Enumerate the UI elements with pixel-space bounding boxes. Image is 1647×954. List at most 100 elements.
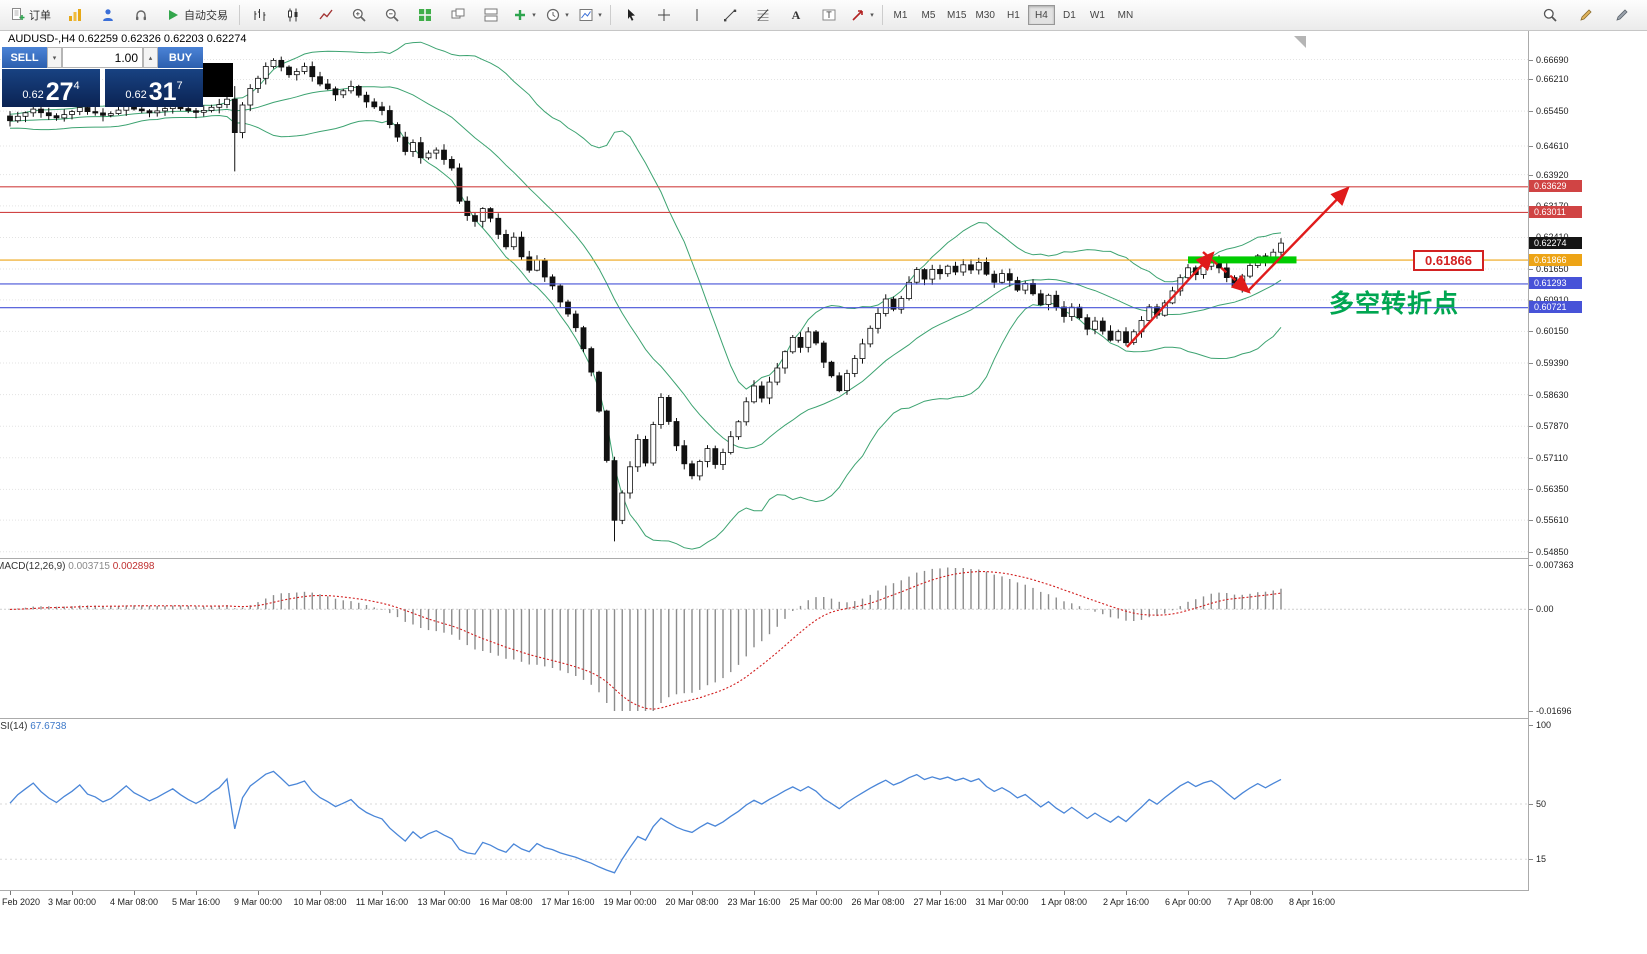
time-axis[interactable]: Feb 2020 3 Mar 00:00 4 Mar 08:00 5 Mar 16:0… bbox=[0, 891, 1647, 954]
zoom-out-button[interactable] bbox=[376, 2, 408, 28]
periods-button[interactable]: ▾ bbox=[541, 2, 573, 28]
tmark bbox=[1312, 891, 1313, 895]
tmark bbox=[320, 891, 321, 895]
pencil-icon bbox=[1580, 9, 1592, 21]
tlabel: 4 Mar 08:00 bbox=[109, 897, 159, 907]
text-icon: A bbox=[792, 8, 801, 22]
bar-chart-mode-button[interactable] bbox=[244, 2, 276, 28]
macd-panel[interactable]: MACD(12,26,9) 0.003715 0.002898 bbox=[0, 559, 1647, 717]
amark bbox=[1529, 363, 1533, 364]
fibonacci-tool-button[interactable] bbox=[747, 2, 779, 28]
tlabel: 1 Apr 08:00 bbox=[1040, 897, 1088, 907]
symbol-info: AUDUSD-,H4 0.62259 0.62326 0.62203 0.622… bbox=[8, 33, 247, 45]
tile-windows-button[interactable] bbox=[409, 2, 441, 28]
tf-m15-button[interactable]: M15 bbox=[943, 5, 970, 25]
buy-button[interactable]: BUY bbox=[158, 47, 203, 68]
tmark bbox=[754, 891, 755, 895]
tf-h4-button[interactable]: H4 bbox=[1027, 5, 1055, 25]
atick: 0.60150 bbox=[1536, 326, 1569, 337]
svg-text:T: T bbox=[826, 10, 832, 20]
zoom-out-icon bbox=[385, 8, 399, 22]
tf-w1-button[interactable]: W1 bbox=[1084, 5, 1111, 25]
price-chart-panel[interactable]: AUDUSD-,H4 0.62259 0.62326 0.62203 0.622… bbox=[0, 30, 1647, 558]
autotrading-button[interactable]: 自动交易 bbox=[158, 2, 235, 28]
rsi-panel[interactable]: RSI(14) 67.6738 bbox=[0, 719, 1647, 889]
tf-mn-button[interactable]: MN bbox=[1112, 5, 1139, 25]
sell-button[interactable]: SELL bbox=[2, 47, 47, 68]
atag: 0.63629 bbox=[1529, 180, 1582, 193]
atick: 0.54850 bbox=[1536, 546, 1569, 557]
trendline-tool-button[interactable] bbox=[714, 2, 746, 28]
volume-stepper[interactable]: ▴ bbox=[143, 47, 158, 68]
bollinger-bands bbox=[9, 41, 1282, 550]
template-icon bbox=[579, 9, 593, 21]
pen-icon bbox=[1616, 9, 1628, 21]
atick: 0.007363 bbox=[1536, 560, 1574, 570]
arrows-tool-button[interactable]: ▾ bbox=[846, 2, 878, 28]
atick: 15 bbox=[1536, 854, 1547, 865]
atick: 0.61650 bbox=[1536, 264, 1569, 275]
buy-price-button[interactable]: 0.62 31 7 bbox=[105, 69, 203, 107]
volume-input[interactable]: 1.00 bbox=[62, 47, 143, 68]
atick: 0.55610 bbox=[1536, 515, 1569, 526]
sell-price-button[interactable]: 0.62 27 4 bbox=[2, 69, 100, 107]
tlabel: 17 Mar 16:00 bbox=[541, 897, 595, 907]
tmark bbox=[816, 891, 817, 895]
amark bbox=[1529, 804, 1533, 805]
search-button[interactable] bbox=[1534, 2, 1566, 28]
rsi-name: RSI(14) bbox=[0, 721, 28, 732]
crosshair-icon bbox=[658, 9, 670, 21]
line-chart-mode-button[interactable] bbox=[310, 2, 342, 28]
indicators-button[interactable]: ▾ bbox=[508, 2, 540, 28]
text-tool-button[interactable]: A bbox=[780, 2, 812, 28]
tmark bbox=[10, 891, 11, 895]
tf-m5-button[interactable]: M5 bbox=[915, 5, 942, 25]
tf-m30-button[interactable]: M30 bbox=[971, 5, 998, 25]
tlabel: 26 Mar 08:00 bbox=[851, 897, 905, 907]
price-chart-svg[interactable] bbox=[0, 30, 1647, 558]
panel-separator[interactable] bbox=[0, 558, 1647, 559]
cascade-windows-button[interactable] bbox=[442, 2, 474, 28]
crosshair-tool-button[interactable] bbox=[648, 2, 680, 28]
atick: -0.01696 bbox=[1536, 706, 1572, 716]
turning-point-annotation[interactable]: 多空转折点 bbox=[1329, 290, 1460, 318]
sell-price-big: 27 bbox=[45, 78, 74, 106]
stack-windows-button[interactable] bbox=[475, 2, 507, 28]
toolbar-right-group bbox=[1534, 2, 1644, 28]
sell-dropdown[interactable]: ▾ bbox=[47, 47, 62, 68]
search-icon bbox=[1543, 8, 1557, 22]
vertical-line-tool-button[interactable] bbox=[681, 2, 713, 28]
templates-button[interactable]: ▾ bbox=[574, 2, 606, 28]
tmark bbox=[940, 891, 941, 895]
tlabel: 31 Mar 00:00 bbox=[975, 897, 1029, 907]
cursor-tool-button[interactable] bbox=[615, 2, 647, 28]
tmark bbox=[1126, 891, 1127, 895]
black-overlay-box bbox=[203, 63, 233, 97]
tlabel: 11 Mar 16:00 bbox=[355, 897, 409, 907]
amark bbox=[1529, 426, 1533, 428]
edit-button[interactable] bbox=[1570, 2, 1602, 28]
market-watch-button[interactable] bbox=[59, 2, 91, 28]
amark bbox=[1529, 609, 1533, 611]
panel-separator[interactable] bbox=[0, 718, 1647, 719]
tmark bbox=[134, 891, 135, 895]
tf-h1-button[interactable]: H1 bbox=[1000, 5, 1027, 25]
zoom-in-icon bbox=[352, 8, 366, 22]
panel-separator[interactable] bbox=[0, 890, 1647, 891]
zoom-in-button[interactable] bbox=[343, 2, 375, 28]
tmark bbox=[692, 891, 693, 895]
navigator-button[interactable] bbox=[92, 2, 124, 28]
pen-button[interactable] bbox=[1606, 2, 1638, 28]
candle-chart-mode-button[interactable] bbox=[277, 2, 309, 28]
text-label-tool-button[interactable]: T bbox=[813, 2, 845, 28]
amark bbox=[1529, 111, 1533, 113]
terminal-button[interactable] bbox=[125, 2, 157, 28]
tf-m1-button[interactable]: M1 bbox=[887, 5, 914, 25]
autotrading-label: 自动交易 bbox=[184, 10, 228, 22]
new-order-button[interactable]: 订单 bbox=[3, 2, 58, 28]
price-axis[interactable]: 0.66690 0.66210 0.65450 0.64610 0.63920 0.631… bbox=[1528, 30, 1647, 891]
price-callout-label[interactable]: 0.61866 bbox=[1413, 250, 1484, 271]
one-click-trading-panel: SELL ▾ 1.00 ▴ BUY 0.62 27 4 0.62 31 7 bbox=[2, 47, 203, 107]
tf-d1-button[interactable]: D1 bbox=[1056, 5, 1083, 25]
